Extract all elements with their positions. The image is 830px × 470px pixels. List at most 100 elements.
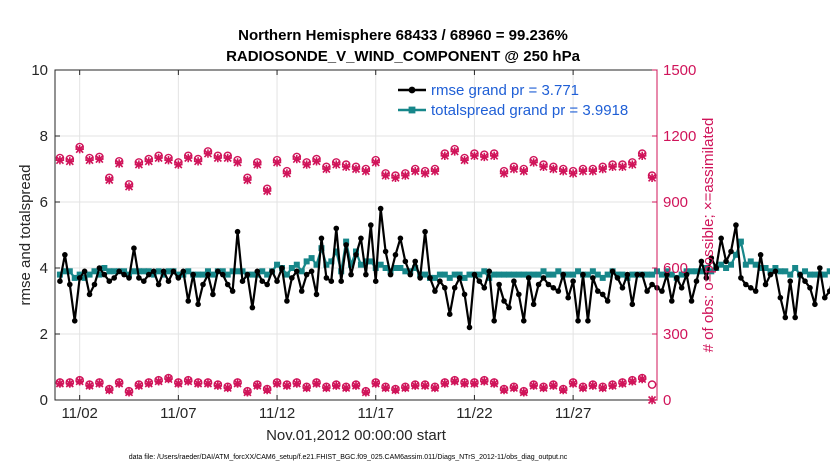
totalspread-point	[757, 265, 764, 271]
totalspread-point	[663, 268, 670, 275]
rmse-point	[609, 268, 616, 275]
obs-assimilated-marker	[549, 381, 558, 390]
y-tick-label-right: 900	[663, 194, 688, 211]
rmse-point	[451, 285, 458, 291]
rmse-point	[530, 301, 537, 308]
totalspread-point	[698, 268, 705, 275]
rmse-point	[165, 278, 172, 285]
rmse-point	[215, 268, 221, 275]
rmse-point	[678, 285, 685, 291]
legend: rmse grand pr = 3.771 totalspread grand …	[398, 82, 628, 119]
totalspread-point	[259, 268, 266, 275]
rmse-point	[545, 281, 552, 288]
obs-assimilated-marker	[529, 381, 538, 390]
totalspread-point	[461, 274, 468, 281]
rmse-point	[284, 298, 290, 304]
totalspread-point	[402, 268, 409, 275]
totalspread-point	[451, 271, 458, 278]
y-tick-label: 6	[40, 194, 48, 211]
obs-assimilated-marker	[213, 381, 223, 390]
rmse-point	[501, 298, 507, 304]
obs-assimilated-marker	[519, 388, 528, 397]
totalspread-point	[61, 268, 68, 275]
totalspread-point	[96, 271, 103, 278]
obs-assimilated-marker	[489, 151, 499, 160]
totalspread-point	[752, 261, 759, 268]
obs-assimilated-marker	[539, 162, 548, 171]
totalspread-point	[737, 238, 744, 245]
rmse-point	[150, 268, 157, 275]
rmse-point	[343, 242, 349, 248]
totalspread-point	[224, 271, 231, 278]
rmse-point	[432, 288, 438, 294]
rmse-point	[427, 275, 433, 281]
rmse-point	[126, 275, 132, 281]
obs-assimilated-marker	[55, 379, 65, 388]
obs-assimilated-marker	[450, 377, 459, 386]
totalspread-point	[160, 271, 167, 278]
totalspread-point	[742, 261, 749, 268]
totalspread-point	[204, 268, 211, 275]
totalspread-point	[826, 268, 830, 275]
totalspread-point	[333, 248, 340, 255]
rmse-point	[303, 271, 310, 278]
totalspread-point	[308, 255, 315, 262]
totalspread-point	[708, 268, 715, 275]
totalspread-point	[747, 258, 754, 265]
obs-assimilated-marker	[480, 377, 489, 386]
rmse-point	[279, 265, 285, 271]
obs-assimilated-marker	[272, 158, 282, 167]
totalspread-point	[589, 268, 596, 275]
rmse-point	[762, 281, 769, 288]
rmse-point	[604, 298, 611, 304]
totalspread-point	[565, 271, 572, 278]
totalspread-point	[515, 271, 522, 278]
totalspread-point	[348, 261, 355, 268]
rmse-point	[264, 281, 270, 288]
obs-assimilated-marker	[213, 153, 223, 163]
rmse-point	[525, 275, 532, 281]
obs-assimilated-marker	[549, 164, 558, 174]
obs-assimilated-marker	[164, 374, 173, 384]
totalspread-point	[283, 271, 290, 278]
rmse-point	[594, 288, 601, 294]
obs-assimilated-marker	[124, 182, 134, 191]
rmse-point	[293, 268, 300, 275]
rmse-point	[274, 278, 280, 285]
totalspread-point	[792, 265, 799, 271]
obs-assimilated-marker	[65, 157, 75, 166]
y-tick-label-right: 1500	[663, 62, 696, 79]
totalspread-point	[313, 261, 320, 268]
totalspread-point	[762, 265, 769, 271]
rmse-point	[91, 281, 98, 288]
totalspread-point	[200, 271, 207, 278]
obs-assimilated-marker	[272, 379, 282, 388]
rmse-point	[673, 275, 680, 281]
rmse-point	[229, 288, 236, 294]
rmse-point	[224, 281, 231, 288]
rmse-point	[200, 281, 206, 288]
obs-assimilated-marker	[302, 383, 311, 393]
obs-assimilated-marker	[144, 379, 153, 388]
rmse-point	[698, 258, 705, 265]
obs-assimilated-marker	[253, 160, 262, 169]
obs-assimilated-marker	[262, 385, 272, 395]
rmse-point	[195, 301, 201, 308]
obs-assimilated-marker	[381, 171, 390, 180]
totalspread-point	[619, 271, 626, 278]
totalspread-point	[476, 271, 483, 278]
rmse-point	[402, 258, 409, 265]
rmse-point	[708, 255, 715, 261]
obs-assimilated-marker	[509, 383, 519, 393]
totalspread-point	[56, 271, 63, 278]
obs-assimilated-marker	[114, 159, 124, 168]
totalspread-point	[357, 261, 364, 268]
totalspread-point	[772, 265, 779, 271]
totalspread-point	[165, 268, 172, 275]
obs-assimilated-marker	[282, 169, 292, 178]
obs-assimilated-marker	[608, 381, 617, 390]
totalspread-point	[806, 271, 813, 278]
totalspread-point	[456, 271, 463, 278]
obs-assimilated-marker	[65, 379, 75, 388]
